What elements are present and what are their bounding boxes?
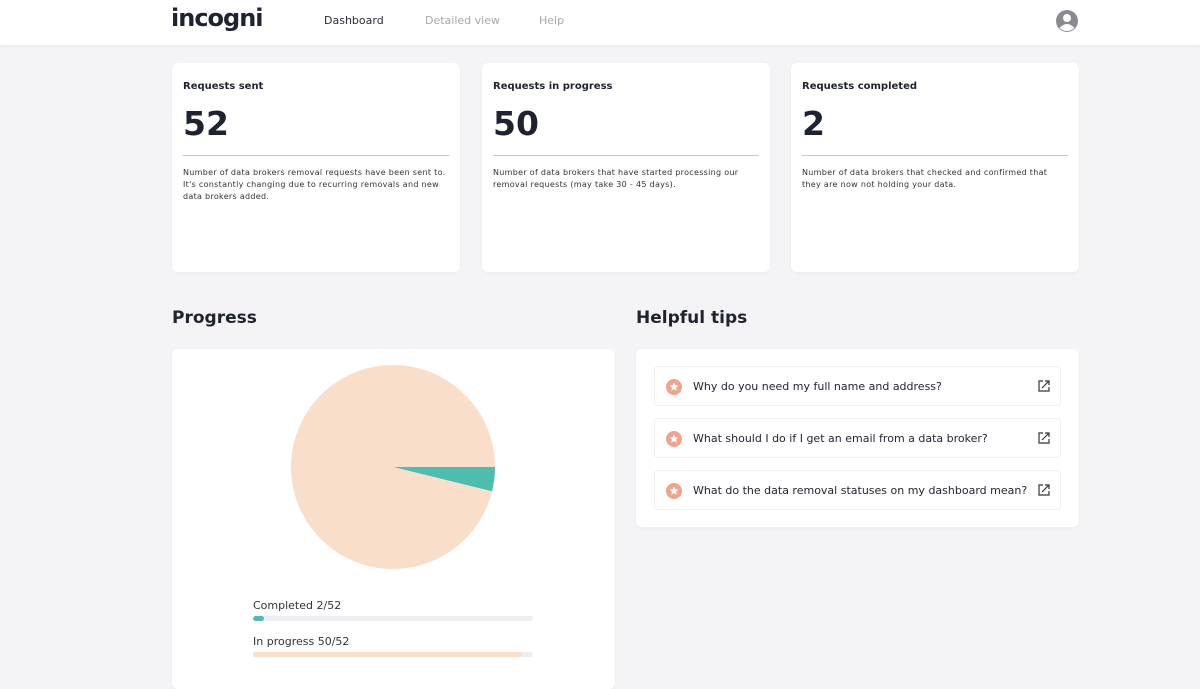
stat-description: Number of data brokers that have started… bbox=[493, 168, 739, 189]
tip-text: What should I do if I get an email from … bbox=[693, 432, 988, 445]
stat-value: 2 bbox=[802, 104, 1068, 156]
star-icon bbox=[666, 483, 682, 499]
avatar[interactable] bbox=[1055, 9, 1079, 33]
nav-link[interactable]: Detailed view bbox=[425, 14, 500, 27]
stat-card: Requests sent 52 Number of data brokers … bbox=[172, 63, 460, 272]
stat-title: Requests completed bbox=[802, 81, 918, 92]
tip-item[interactable]: What should I do if I get an email from … bbox=[654, 418, 1061, 458]
star-icon bbox=[666, 379, 682, 395]
tips-card: Why do you need my full name and address… bbox=[636, 349, 1079, 527]
tip-text: What do the data removal statuses on my … bbox=[693, 484, 1028, 497]
stat-description: Number of data brokers that checked and … bbox=[802, 168, 1048, 189]
nav-link[interactable]: Help bbox=[539, 14, 565, 27]
pie-slice bbox=[393, 467, 495, 492]
external-link-icon[interactable] bbox=[1038, 432, 1050, 444]
external-link-icon[interactable] bbox=[1038, 380, 1050, 392]
stat-card: Requests completed 2 Number of data brok… bbox=[791, 63, 1079, 272]
stat-title: Requests in progress bbox=[493, 81, 613, 92]
nav-link[interactable]: Dashboard bbox=[324, 14, 384, 27]
tip-item[interactable]: What do the data removal statuses on my … bbox=[654, 470, 1061, 510]
section-title: Progress bbox=[172, 308, 257, 328]
external-link-icon[interactable] bbox=[1038, 484, 1050, 496]
stat-description: Number of data brokers removal requests … bbox=[183, 168, 446, 201]
pie-chart bbox=[291, 365, 495, 570]
star-icon bbox=[666, 431, 682, 447]
stat-value: 50 bbox=[493, 104, 759, 156]
section-title: Helpful tips bbox=[636, 308, 748, 328]
progress-bar bbox=[253, 652, 523, 657]
tip-text: Why do you need my full name and address… bbox=[693, 380, 942, 393]
progress-track bbox=[253, 652, 533, 657]
progress-track bbox=[253, 616, 533, 621]
progress-card: Completed 2/52 In progress 50/52 bbox=[172, 349, 615, 689]
stat-value: 52 bbox=[183, 104, 449, 156]
tip-item[interactable]: Why do you need my full name and address… bbox=[654, 366, 1061, 406]
logo[interactable]: incogni bbox=[171, 4, 264, 32]
progress-label: In progress 50/52 bbox=[253, 635, 350, 648]
header: incogni Dashboard Detailed view Help bbox=[0, 0, 1200, 45]
stat-card: Requests in progress 50 Number of data b… bbox=[482, 63, 770, 272]
progress-label: Completed 2/52 bbox=[253, 599, 342, 612]
progress-bar bbox=[253, 616, 264, 621]
stat-title: Requests sent bbox=[183, 81, 264, 92]
pie-slice bbox=[291, 365, 495, 570]
